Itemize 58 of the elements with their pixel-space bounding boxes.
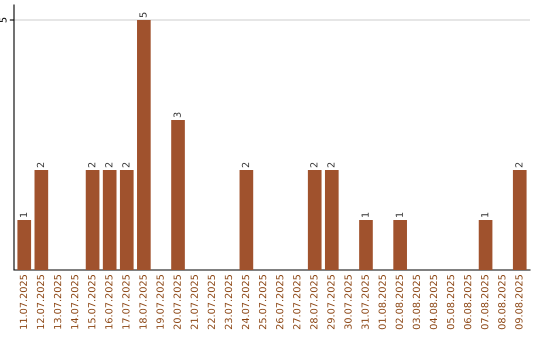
x-tick-label: 20.07.2025 — [173, 275, 181, 330]
bar — [240, 170, 254, 270]
x-tick-label: 07.08.2025 — [481, 275, 488, 330]
x-tick-label: 25.07.2025 — [258, 275, 266, 330]
bar — [120, 170, 134, 270]
bar — [393, 220, 407, 270]
bar — [102, 170, 117, 270]
x-tick-label: 12.07.2025 — [36, 275, 44, 329]
x-tick-label: 26.07.2025 — [276, 275, 284, 330]
x-tick-label: 17.07.2025 — [122, 275, 130, 329]
bar — [137, 20, 151, 270]
x-tick-label: 28.07.2025 — [310, 275, 318, 330]
x-tick-label: 22.07.2025 — [208, 275, 216, 330]
data-label: 2 — [122, 162, 130, 168]
bar — [34, 170, 48, 270]
data-label: 1 — [20, 212, 27, 217]
bar — [308, 170, 322, 270]
x-tick-label: 30.07.2025 — [344, 275, 352, 330]
data-label: 1 — [362, 212, 369, 217]
x-tick-label: 21.07.2025 — [190, 275, 198, 330]
data-label: 2 — [515, 162, 522, 168]
data-label: 2 — [105, 162, 112, 168]
x-tick-label: 05.08.2025 — [446, 275, 454, 330]
data-label: 1 — [481, 212, 488, 217]
x-tick-label: 24.07.2025 — [242, 275, 250, 330]
bar — [512, 170, 527, 270]
bar — [17, 220, 32, 270]
x-tick-label: 09.08.2025 — [515, 275, 523, 330]
data-label: 2 — [310, 162, 318, 168]
bar — [478, 220, 492, 270]
data-label: 2 — [88, 162, 96, 168]
data-label: 1 — [396, 212, 403, 217]
x-tick-label: 04.08.2025 — [430, 275, 438, 330]
bar — [171, 120, 185, 270]
data-label: 2 — [36, 162, 44, 168]
x-tick-label: 31.07.2025 — [361, 275, 369, 330]
x-tick-label: 27.07.2025 — [293, 275, 300, 330]
bar — [86, 170, 100, 270]
data-label: 2 — [242, 162, 250, 168]
x-tick-label: 15.07.2025 — [88, 275, 96, 329]
data-label: 2 — [327, 162, 334, 168]
x-tick-label: 19.07.2025 — [156, 275, 164, 329]
x-tick-label: 13.07.2025 — [54, 275, 62, 329]
x-tick-label: 02.08.2025 — [396, 275, 403, 330]
x-tick-label: 01.08.2025 — [378, 275, 386, 330]
bar — [324, 170, 339, 270]
x-tick-label: 11.07.2025 — [20, 275, 28, 329]
data-label: 5 — [139, 12, 147, 18]
x-tick-label: 03.08.2025 — [412, 275, 420, 330]
x-tick-label: 16.07.2025 — [105, 275, 113, 329]
bar — [359, 220, 373, 270]
data-label: 3 — [173, 112, 181, 118]
x-tick-label: 14.07.2025 — [70, 275, 78, 329]
x-tick-label: 29.07.2025 — [327, 275, 335, 330]
x-tick-label: 08.08.2025 — [498, 275, 506, 330]
x-tick-label: 23.07.2025 — [224, 275, 232, 330]
x-tick-label: 06.08.2025 — [464, 275, 472, 330]
x-tick-label: 18.07.2025 — [139, 275, 147, 329]
